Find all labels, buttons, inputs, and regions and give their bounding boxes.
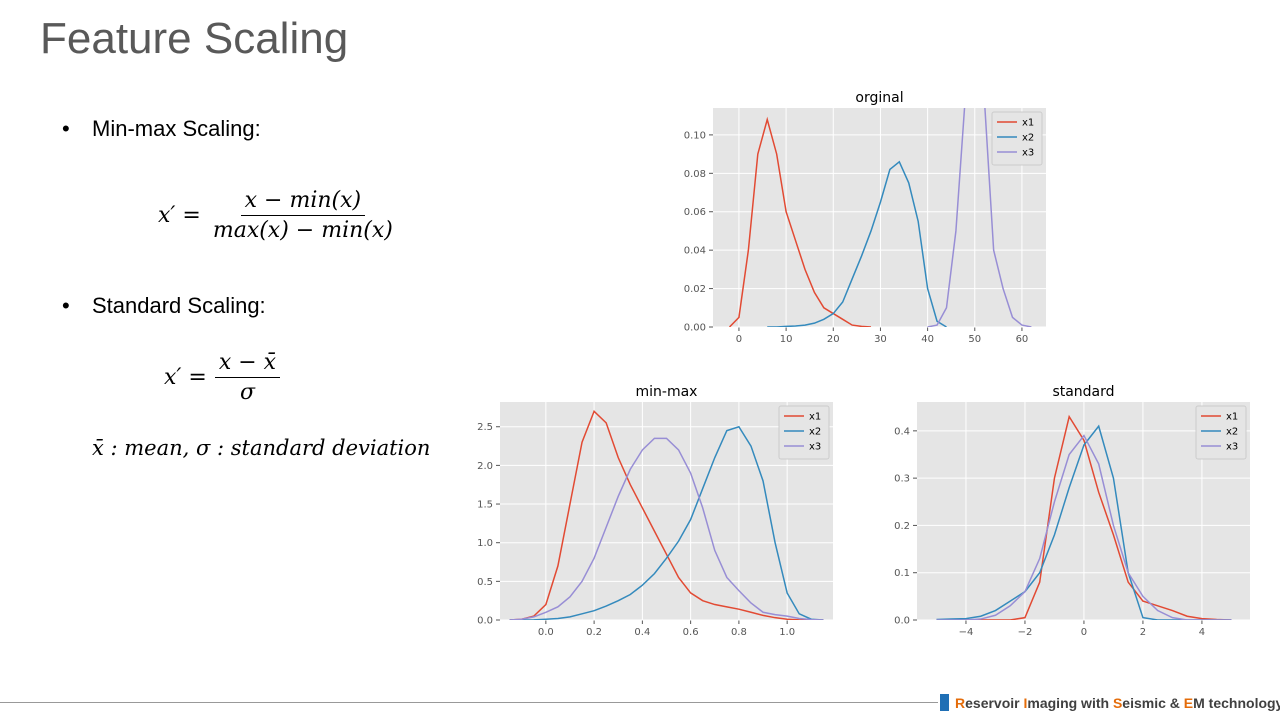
series-line [927, 108, 1032, 327]
bullet-dot: • [62, 116, 70, 141]
y-tick-label: 0.04 [684, 246, 706, 257]
x-tick-label: 0.4 [634, 627, 650, 638]
footer-text: eismic & [1122, 694, 1184, 711]
chart-title: min-max [636, 384, 698, 400]
y-tick-label: 0.08 [684, 169, 706, 180]
footer-text: M technology [1193, 694, 1280, 711]
y-tick-label: 2.5 [477, 422, 493, 433]
denominator: σ [239, 380, 255, 405]
legend-label: x2 [1226, 427, 1238, 438]
x-tick-label: 40 [921, 334, 934, 345]
bullet-dot: • [62, 293, 70, 318]
footer-text: S [1112, 694, 1123, 711]
fraction: x − x̄ σ [214, 350, 281, 405]
series-line [509, 409, 824, 620]
series-line [767, 160, 947, 327]
bullet-text: Standard Scaling: [92, 293, 266, 318]
legend-box [778, 405, 830, 460]
legend-label: x3 [809, 442, 821, 453]
legend-label: x2 [1022, 133, 1034, 144]
y-tick-label: 0.3 [894, 474, 910, 485]
y-tick-label: 1.0 [477, 538, 493, 549]
series-line [936, 434, 1232, 620]
series-line [936, 424, 1232, 620]
chart-title: standard [1052, 384, 1114, 400]
series-line [728, 116, 872, 327]
x-tick-label: 1.0 [779, 627, 795, 638]
legend-box [1195, 405, 1247, 460]
x-tick-label: 0.0 [538, 627, 554, 638]
footer-logo [940, 694, 949, 711]
denominator: max(x) − min(x) [212, 218, 393, 243]
y-tick-label: 0.5 [477, 577, 493, 588]
formula: x′ = x − min(x) max(x) − min(x) [158, 188, 397, 243]
y-tick-label: 0.02 [684, 284, 706, 295]
y-tick-label: 0.0 [477, 616, 493, 627]
y-tick-label: 2.0 [477, 461, 493, 472]
fraction: x − min(x) max(x) − min(x) [209, 188, 397, 243]
x-tick-label: 0.6 [683, 627, 699, 638]
footer-rule [0, 702, 938, 703]
x-tick-label: 20 [827, 334, 840, 345]
x-tick-label: 0 [1081, 627, 1087, 638]
x-tick-label: 0 [736, 334, 742, 345]
x-tick-label: −4 [959, 627, 974, 638]
legend-label: x1 [1226, 412, 1238, 423]
x-tick-label: −2 [1018, 627, 1033, 638]
bullet: • Standard Scaling: [62, 293, 266, 319]
chart-title: orginal [855, 90, 903, 106]
formula-note: x̄ : mean, σ : standard deviation [92, 436, 431, 460]
y-tick-label: 0.00 [684, 323, 706, 334]
y-tick-label: 0.06 [684, 207, 706, 218]
legend-label: x3 [1022, 148, 1034, 159]
formula-lhs: x′ = [164, 365, 207, 390]
chart: orginal 0 10 20 30 40 50 60 0.00 0.02 0.04 0.06 0.08… [684, 90, 1046, 345]
y-tick-label: 0.4 [894, 426, 910, 437]
x-tick-label: 0.8 [731, 627, 747, 638]
footer-text: E [1183, 694, 1194, 711]
series-line [509, 425, 824, 620]
bullet-text: Min-max Scaling: [92, 116, 261, 141]
x-tick-label: 60 [1016, 334, 1029, 345]
legend-label: x1 [1022, 118, 1034, 129]
x-tick-label: 4 [1199, 627, 1205, 638]
series-line [509, 437, 824, 620]
legend-label: x3 [1226, 442, 1238, 453]
x-tick-label: 50 [968, 334, 981, 345]
formula: x′ = x − x̄ σ [164, 350, 281, 405]
x-tick-label: 0.2 [586, 627, 602, 638]
legend-label: x2 [809, 427, 821, 438]
y-tick-label: 1.5 [477, 500, 493, 511]
y-tick-label: 0.0 [894, 616, 910, 627]
x-tick-label: 10 [780, 334, 793, 345]
chart: min-max 0.0 0.2 0.4 0.6 0.8 1.0 0.0 0.5 1.0 1.5 2.0… [477, 384, 833, 638]
formula-lhs: x′ = [158, 203, 201, 228]
plot-background [713, 108, 1046, 327]
numerator: x − x̄ [214, 350, 281, 378]
chart: standard −4 −2 0 2 4 0.0 0.1 0.2 0.3 0.4 x1 x2 x3 [894, 384, 1250, 638]
footer-text: I [1023, 694, 1028, 711]
x-tick-label: 30 [874, 334, 887, 345]
footer-text: maging with [1027, 694, 1113, 711]
x-tick-label: 2 [1140, 627, 1146, 638]
y-tick-label: 0.10 [684, 130, 706, 141]
bullet: • Min-max Scaling: [62, 116, 261, 142]
y-tick-label: 0.1 [894, 568, 910, 579]
legend-box [991, 111, 1043, 166]
legend-label: x1 [809, 412, 821, 423]
slide-title: Feature Scaling [40, 14, 349, 63]
series-line [936, 414, 1232, 620]
footer-text: eservoir [965, 694, 1024, 711]
footer-text: R [955, 694, 966, 711]
y-tick-label: 0.2 [894, 521, 910, 532]
numerator: x − min(x) [240, 188, 366, 216]
